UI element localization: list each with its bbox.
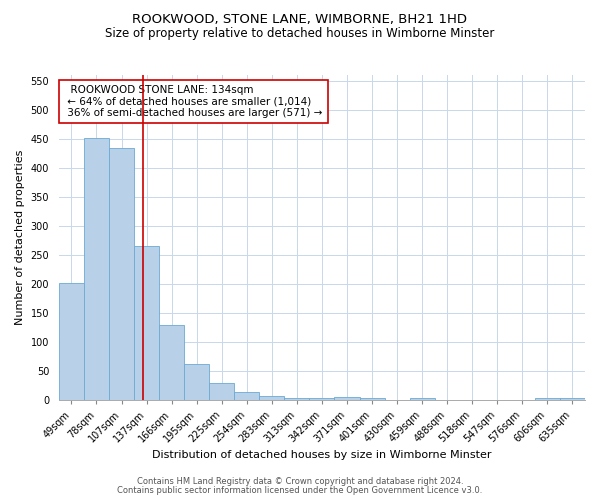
X-axis label: Distribution of detached houses by size in Wimborne Minster: Distribution of detached houses by size … xyxy=(152,450,492,460)
Text: Size of property relative to detached houses in Wimborne Minster: Size of property relative to detached ho… xyxy=(106,28,494,40)
Bar xyxy=(84,138,109,400)
Text: ROOKWOOD STONE LANE: 134sqm  
 ← 64% of detached houses are smaller (1,014)
 36%: ROOKWOOD STONE LANE: 134sqm ← 64% of det… xyxy=(64,85,323,118)
Bar xyxy=(284,398,310,400)
Bar xyxy=(359,398,385,400)
Bar xyxy=(259,396,284,400)
Bar xyxy=(234,392,259,400)
Bar xyxy=(334,397,359,400)
Bar xyxy=(109,148,134,400)
Bar xyxy=(410,398,434,400)
Text: Contains public sector information licensed under the Open Government Licence v3: Contains public sector information licen… xyxy=(118,486,482,495)
Bar xyxy=(159,325,184,400)
Bar xyxy=(310,398,334,400)
Bar xyxy=(560,398,585,400)
Text: Contains HM Land Registry data © Crown copyright and database right 2024.: Contains HM Land Registry data © Crown c… xyxy=(137,477,463,486)
Y-axis label: Number of detached properties: Number of detached properties xyxy=(15,150,25,326)
Bar xyxy=(535,398,560,400)
Text: ROOKWOOD, STONE LANE, WIMBORNE, BH21 1HD: ROOKWOOD, STONE LANE, WIMBORNE, BH21 1HD xyxy=(133,12,467,26)
Bar xyxy=(184,364,209,400)
Bar xyxy=(209,383,234,400)
Bar xyxy=(134,246,159,400)
Bar xyxy=(59,283,84,401)
